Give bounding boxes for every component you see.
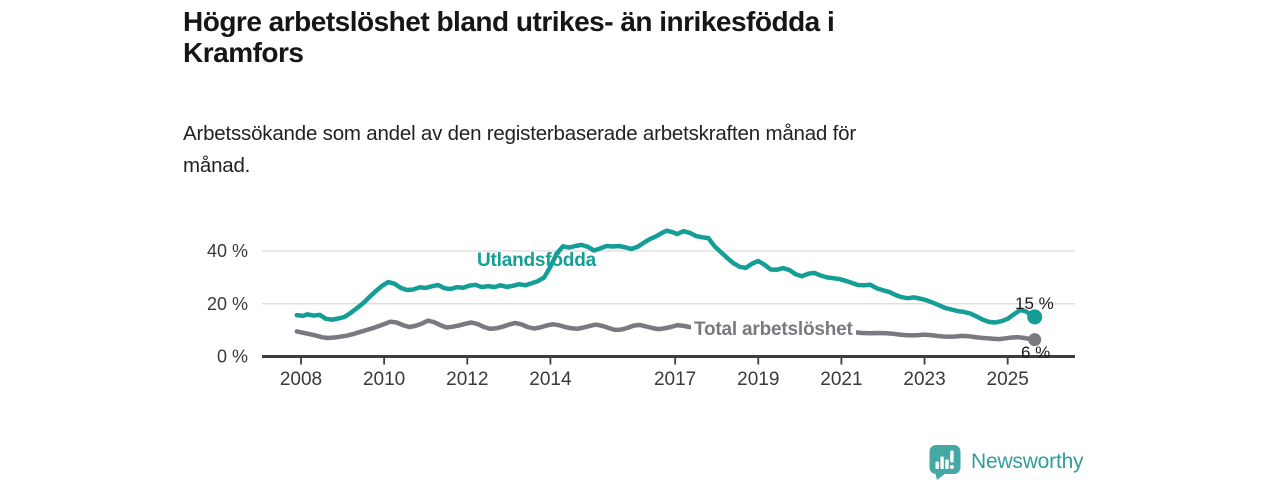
bar-chart-speech-bubble-icon bbox=[929, 445, 961, 480]
x-tick-label: 2014 bbox=[529, 369, 572, 390]
end-value-label-total: 6 % bbox=[1021, 343, 1051, 362]
series-end-dot-total bbox=[1028, 333, 1042, 347]
newsworthy-logo: Newsworthy bbox=[928, 444, 1084, 480]
end-value-label-utlandsfodda: 15 % bbox=[1015, 294, 1054, 313]
x-tick-label: 2017 bbox=[654, 369, 696, 390]
x-tick-label: 2019 bbox=[737, 369, 779, 390]
x-tick-label: 2021 bbox=[820, 369, 862, 390]
y-tick-label: 20 % bbox=[207, 294, 248, 314]
x-tick-label: 2023 bbox=[903, 369, 945, 390]
page-title: Högre arbetslöshet bland utrikes- än inr… bbox=[183, 6, 1043, 68]
newsworthy-logo-text: Newsworthy bbox=[971, 450, 1084, 473]
series-label-total-arbetsloshet: Total arbetslöshet bbox=[691, 319, 856, 341]
title-line-2: Kramfors bbox=[183, 37, 304, 68]
y-tick-label: 0 % bbox=[217, 347, 248, 367]
subtitle-line-1: Arbetssökande som andel av den registerb… bbox=[183, 122, 856, 145]
y-tick-label: 40 % bbox=[207, 241, 248, 261]
x-tick-label: 2008 bbox=[280, 369, 322, 390]
series-label-utlandsfodda: Utlandsfödda bbox=[477, 250, 596, 271]
series-line-utlandsfodda bbox=[294, 228, 1037, 325]
x-tick-label: 2025 bbox=[987, 369, 1029, 390]
subtitle-line-2: månad. bbox=[183, 154, 251, 177]
x-tick-label: 2012 bbox=[446, 369, 488, 390]
chart-subtitle: Arbetssökande som andel av den registerb… bbox=[183, 118, 1043, 182]
x-tick-label: 2010 bbox=[363, 369, 405, 390]
title-line-1: Högre arbetslöshet bland utrikes- än inr… bbox=[183, 6, 835, 37]
series-line-total bbox=[294, 318, 1037, 342]
series-end-dot-utlandsfodda bbox=[1027, 309, 1043, 325]
